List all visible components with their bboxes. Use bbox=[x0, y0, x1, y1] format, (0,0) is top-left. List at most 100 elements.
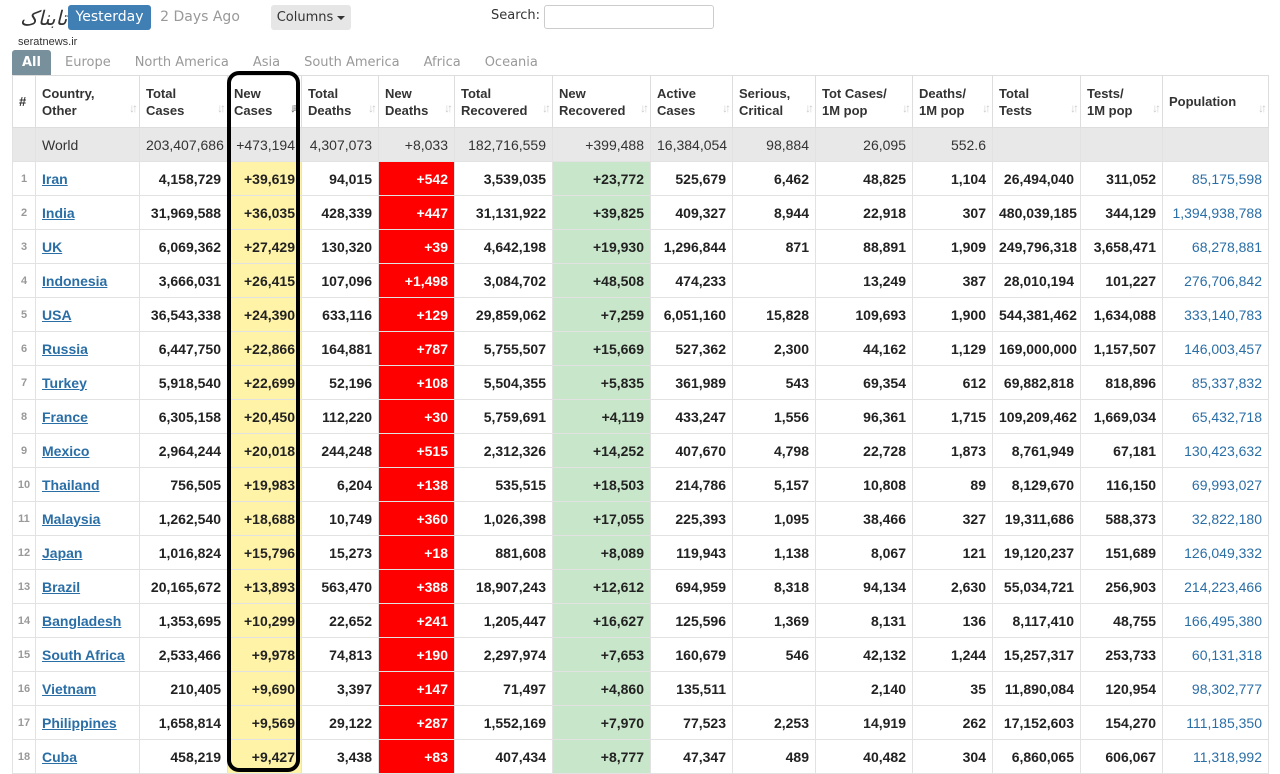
tab-north-america[interactable]: North America bbox=[134, 55, 229, 70]
header-tot-cases-pop[interactable]: Tot Cases/1M pop ↓↑ bbox=[815, 75, 913, 128]
country-link[interactable]: Malaysia bbox=[42, 510, 101, 527]
cell-population: 130,423,632 bbox=[1162, 433, 1269, 468]
country-link[interactable]: India bbox=[42, 204, 75, 221]
country-link[interactable]: South Africa bbox=[42, 646, 125, 663]
tab-south-america[interactable]: South America bbox=[304, 55, 400, 70]
sort-icon[interactable]: ↓↑ bbox=[805, 101, 814, 115]
cell-total-cases: 1,658,814 bbox=[139, 705, 228, 740]
yesterday-button[interactable]: Yesterday bbox=[68, 5, 151, 30]
country-link[interactable]: UK bbox=[42, 238, 63, 255]
cell-num: 13 bbox=[12, 569, 36, 604]
header-total-tests[interactable]: Total Tests ↓↑ bbox=[992, 75, 1081, 128]
country-link[interactable]: France bbox=[42, 408, 88, 425]
sort-icon[interactable]: ↓↑ bbox=[1070, 101, 1079, 115]
columns-dropdown-button[interactable]: Columns bbox=[271, 5, 351, 30]
cell-total-tests: 8,761,949 bbox=[992, 433, 1081, 468]
two-days-ago-button[interactable]: 2 Days Ago bbox=[160, 9, 240, 25]
country-link[interactable]: Japan bbox=[42, 544, 83, 561]
header-total-recovered[interactable]: Total Recovered ↓↑ bbox=[454, 75, 553, 128]
table-body: World 203,407,686 +473,194 4,307,073 +8,033 1… bbox=[12, 127, 1269, 774]
cell-tests-pop: 1,634,088 bbox=[1080, 297, 1163, 332]
sort-icon[interactable]: ↓↑ bbox=[902, 101, 911, 115]
sort-icon[interactable]: ↓↑ bbox=[1152, 101, 1161, 115]
cell-total-tests: 28,010,194 bbox=[992, 263, 1081, 298]
country-link[interactable]: Brazil bbox=[42, 578, 81, 595]
tab-asia[interactable]: Asia bbox=[252, 55, 281, 70]
cell-deaths-pop: 552.6 bbox=[912, 127, 993, 162]
cell-total-deaths: 4,307,073 bbox=[301, 127, 379, 162]
country-link[interactable]: Vietnam bbox=[42, 680, 97, 697]
sort-icon[interactable]: ↓≡ bbox=[289, 101, 300, 115]
country-link[interactable]: Philippines bbox=[42, 714, 117, 731]
cell-tot-cases-pop: 13,249 bbox=[815, 263, 913, 298]
country-link[interactable]: Bangladesh bbox=[42, 612, 122, 629]
table-row: 4 Indonesia 3,666,031 +26,415 107,096 +1,498 3… bbox=[12, 263, 1269, 298]
cell-total-deaths: 164,881 bbox=[301, 331, 379, 366]
header-label: Country, bbox=[42, 85, 95, 101]
country-link[interactable]: Russia bbox=[42, 340, 88, 357]
search-input[interactable] bbox=[544, 5, 714, 29]
header-new-cases[interactable]: New Cases ↓≡ bbox=[227, 75, 302, 128]
sort-icon[interactable]: ↓↑ bbox=[368, 101, 377, 115]
header-population[interactable]: Population ↓↑ bbox=[1162, 75, 1269, 128]
table-row: 14 Bangladesh 1,353,695 +10,299 22,652 +241 1,… bbox=[12, 603, 1269, 638]
tab-europe[interactable]: Europe bbox=[64, 55, 111, 70]
header-num[interactable]: # bbox=[12, 75, 36, 128]
cell-serious: 1,369 bbox=[732, 603, 816, 638]
country-link[interactable]: Thailand bbox=[42, 476, 100, 493]
header-tests-pop[interactable]: Tests/1M pop ↓↑ bbox=[1080, 75, 1163, 128]
country-link[interactable]: USA bbox=[42, 306, 72, 323]
cell-population: 32,822,180 bbox=[1162, 501, 1269, 536]
cell-total-deaths: 6,204 bbox=[301, 467, 379, 502]
country-link[interactable]: Turkey bbox=[42, 374, 87, 391]
country-link[interactable]: Cuba bbox=[42, 748, 77, 765]
tab-oceania[interactable]: Oceania bbox=[484, 55, 538, 70]
cell-total-deaths: 10,749 bbox=[301, 501, 379, 536]
cell-deaths-pop: 1,104 bbox=[912, 161, 993, 196]
table-row: 10 Thailand 756,505 +19,983 6,204 +138 535,515… bbox=[12, 467, 1269, 502]
cell-tot-cases-pop: 94,134 bbox=[815, 569, 913, 604]
header-label: Cases bbox=[657, 102, 696, 118]
country-link[interactable]: Indonesia bbox=[42, 272, 108, 289]
tab-all[interactable]: All bbox=[12, 50, 51, 75]
cell-country: Mexico bbox=[35, 433, 140, 468]
header-deaths-pop[interactable]: Deaths/1M pop ↓↑ bbox=[912, 75, 993, 128]
header-label: Deaths/ bbox=[919, 85, 966, 101]
header-total-cases[interactable]: Total Cases ↓↑ bbox=[139, 75, 228, 128]
sort-icon[interactable]: ↓↑ bbox=[542, 101, 551, 115]
cell-country: Indonesia bbox=[35, 263, 140, 298]
caret-down-icon bbox=[337, 15, 346, 20]
cell-population: 60,131,318 bbox=[1162, 637, 1269, 672]
country-link[interactable]: Mexico bbox=[42, 442, 90, 459]
header-new-deaths[interactable]: New Deaths ↓↑ bbox=[378, 75, 455, 128]
cell-population: 111,185,350 bbox=[1162, 705, 1269, 740]
tab-africa[interactable]: Africa bbox=[423, 55, 461, 70]
sort-icon[interactable]: ↓↑ bbox=[982, 101, 991, 115]
header-active-cases[interactable]: Active Cases ↓↑ bbox=[650, 75, 733, 128]
header-country[interactable]: Country, Other ↓↑ bbox=[35, 75, 140, 128]
cell-new-recovered: +399,488 bbox=[552, 127, 651, 162]
cell-total-recovered: 1,552,169 bbox=[454, 705, 553, 740]
sort-icon[interactable]: ↓↑ bbox=[444, 101, 453, 115]
sort-icon[interactable]: ↓↑ bbox=[217, 101, 226, 115]
header-new-recovered[interactable]: New Recovered ↓↑ bbox=[552, 75, 651, 128]
sort-icon[interactable]: ↓↑ bbox=[640, 101, 649, 115]
cell-total-tests: 11,890,084 bbox=[992, 671, 1081, 706]
header-serious[interactable]: Serious, Critical ↓↑ bbox=[732, 75, 816, 128]
cell-new-recovered: +7,653 bbox=[552, 637, 651, 672]
sort-icon[interactable]: ↓↑ bbox=[1258, 101, 1267, 115]
cell-active-cases: 125,596 bbox=[650, 603, 733, 638]
country-link[interactable]: Iran bbox=[42, 170, 68, 187]
cell-new-deaths: +241 bbox=[378, 603, 455, 638]
cell-num: 2 bbox=[12, 195, 36, 230]
cell-tests-pop: 101,227 bbox=[1080, 263, 1163, 298]
sort-icon[interactable]: ↓↑ bbox=[129, 101, 138, 115]
cell-deaths-pop: 1,715 bbox=[912, 399, 993, 434]
cell-tot-cases-pop: 88,891 bbox=[815, 229, 913, 264]
cell-new-deaths: +1,498 bbox=[378, 263, 455, 298]
cell-new-recovered: +4,860 bbox=[552, 671, 651, 706]
sort-icon[interactable]: ↓↑ bbox=[722, 101, 731, 115]
header-total-deaths[interactable]: Total Deaths ↓↑ bbox=[301, 75, 379, 128]
header-label: Deaths bbox=[308, 102, 352, 118]
table-row: 7 Turkey 5,918,540 +22,699 52,196 +108 5,504,3… bbox=[12, 365, 1269, 400]
